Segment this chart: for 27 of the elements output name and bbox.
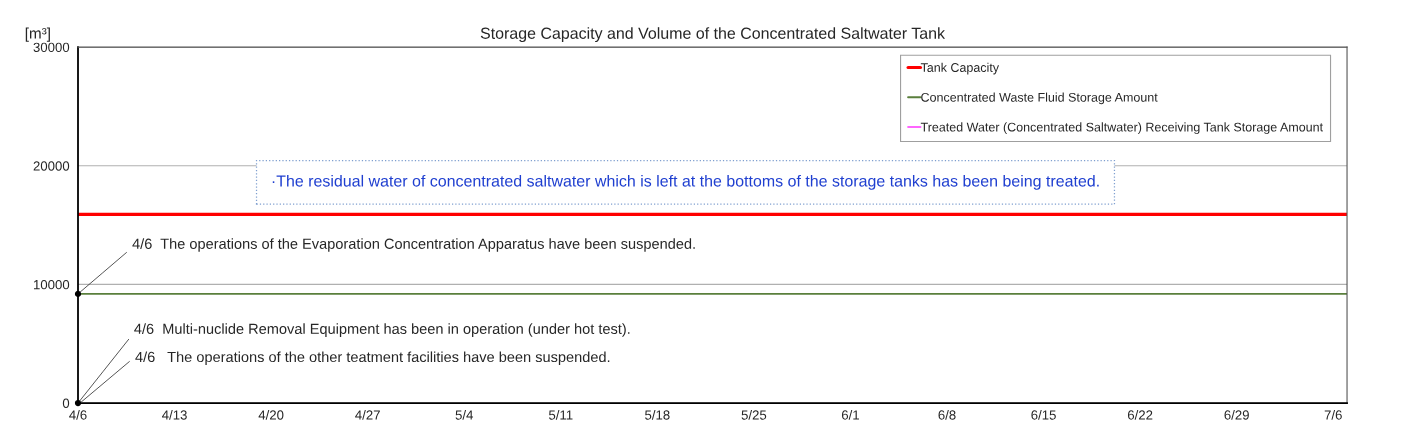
annotation: 4/6 The operations of the Evaporation Concentration Apparatus have been suspended. bbox=[132, 238, 695, 252]
y-tick-label: 20000 bbox=[33, 161, 70, 171]
x-tick-label: 5/25 bbox=[741, 410, 767, 420]
y-axis-title: [m³] bbox=[25, 27, 50, 42]
x-tick-label: 6/15 bbox=[1031, 410, 1056, 420]
x-tick-label: 4/6 bbox=[69, 410, 87, 420]
annotation: 4/6 Multi-nuclide Removal Equipment has been in operation (under hot test). bbox=[134, 323, 630, 337]
y-tick-label: 0 bbox=[62, 398, 70, 408]
x-tick-label: 5/11 bbox=[548, 410, 573, 420]
x-tick-label: 6/29 bbox=[1224, 410, 1249, 420]
y-tick-label: 30000 bbox=[33, 42, 70, 52]
legend-label: Treated Water (Concentrated Saltwater) Receiving Tank Storage Amount bbox=[920, 122, 1323, 134]
x-tick-label: 5/18 bbox=[645, 410, 670, 420]
chart-title: Storage Capacity and Volume of the Concentrated Saltwater Tank bbox=[480, 27, 946, 43]
y-tick-label: 10000 bbox=[33, 279, 70, 290]
annotation: 4/6 The operations of the other teatment facilities have been suspended. bbox=[135, 351, 610, 365]
x-tick-label: 6/1 bbox=[841, 410, 859, 420]
legend-label: Tank Capacity bbox=[920, 62, 1000, 75]
legend-label: Concentrated Waste Fluid Storage Amount bbox=[921, 92, 1158, 105]
x-tick-label: 4/20 bbox=[258, 410, 284, 420]
annotation: ·The residual water of concentrated saltwater which is left at the bottoms of the storage tanks has been being treated. bbox=[272, 174, 1099, 190]
x-tick-label: 6/8 bbox=[938, 410, 956, 420]
x-tick-label: 6/22 bbox=[1127, 410, 1153, 420]
x-tick-label: 5/4 bbox=[455, 410, 474, 420]
x-tick-label: 7/6 bbox=[1324, 410, 1342, 420]
x-tick-label: 4/27 bbox=[355, 410, 380, 420]
x-tick-label: 4/13 bbox=[162, 410, 187, 420]
